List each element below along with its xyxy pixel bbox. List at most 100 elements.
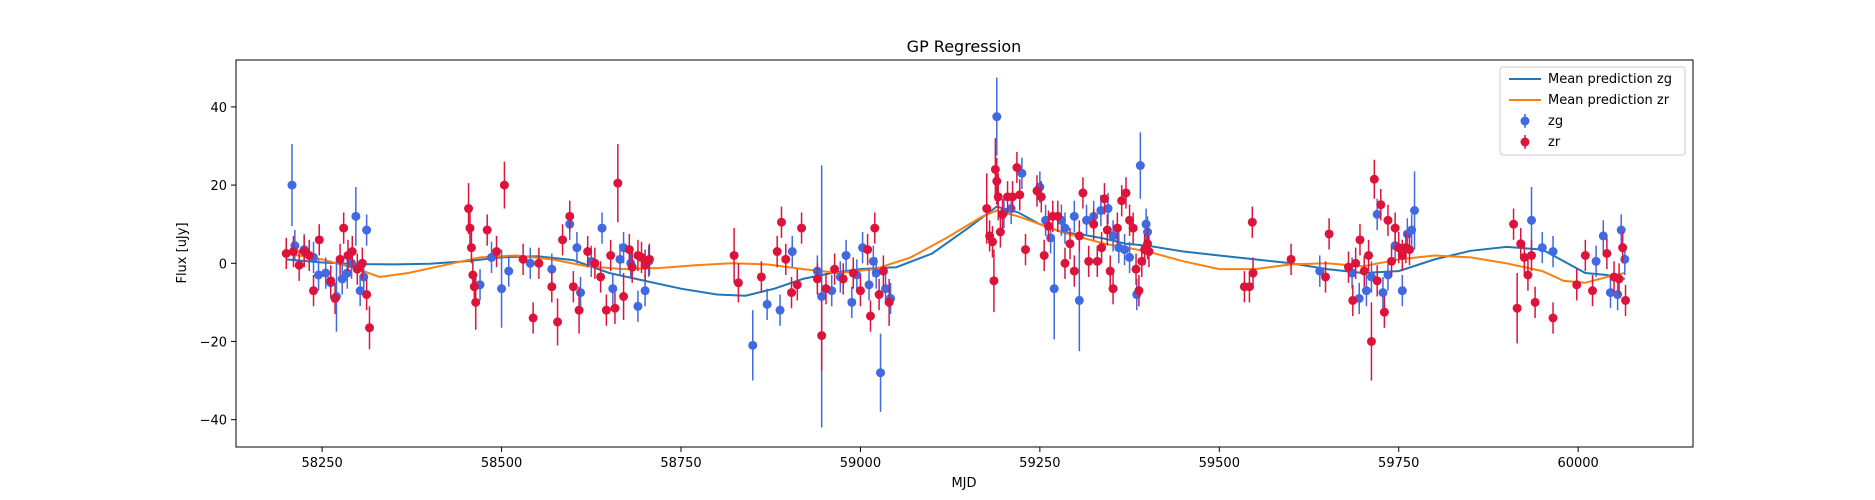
data-point-zr: [987, 237, 997, 247]
data-point-zr: [637, 252, 647, 262]
data-point-zr: [993, 192, 1003, 202]
data-point-zr: [613, 178, 623, 188]
data-point-zr: [1519, 252, 1529, 262]
data-point-zr: [1364, 250, 1374, 260]
data-point-zg: [1074, 295, 1084, 305]
legend-label-zr: zr: [1548, 135, 1561, 150]
data-point-zr: [518, 254, 528, 264]
data-point-zr: [729, 250, 739, 260]
data-point-zr: [1614, 274, 1624, 284]
data-point-zr: [787, 288, 797, 298]
data-point-zr: [1112, 223, 1122, 233]
data-point-zr: [1351, 258, 1361, 268]
data-point-zg: [1315, 266, 1325, 276]
data-point-zg: [1548, 247, 1558, 257]
data-point-zg: [355, 286, 365, 296]
data-point-zg: [1120, 245, 1130, 255]
data-point-zr: [281, 249, 291, 258]
data-point-zg: [576, 288, 586, 298]
data-point-zr: [863, 245, 873, 255]
legend-box: [1499, 66, 1686, 156]
data-point-zr: [1383, 215, 1393, 225]
legend-label-mean-zg: Mean prediction zg: [1548, 72, 1672, 87]
data-point-zr: [1117, 196, 1127, 206]
x-tick-label: 59000: [840, 456, 881, 471]
data-point-zg: [992, 112, 1002, 122]
data-point-zr: [1394, 243, 1404, 253]
data-point-zg: [1082, 215, 1092, 225]
data-point-zr: [812, 274, 822, 284]
data-point-zr: [465, 223, 475, 233]
data-point-zr: [583, 247, 593, 257]
data-point-zr: [619, 292, 629, 301]
data-point-zr: [1379, 307, 1389, 317]
data-point-zr: [528, 313, 538, 323]
data-point-zg: [1135, 161, 1145, 171]
data-point-zr: [304, 250, 314, 260]
data-point-zr: [1089, 219, 1099, 229]
data-point-zr: [848, 268, 858, 278]
data-point-zr: [565, 211, 575, 221]
data-point-zr: [1588, 286, 1598, 296]
data-point-zr: [464, 204, 474, 214]
data-point-zg: [1605, 288, 1615, 298]
axes-frame: [235, 59, 1694, 448]
data-point-zg: [497, 284, 507, 294]
legend-marker-zr: [1520, 137, 1530, 147]
data-point-zr: [1015, 190, 1025, 200]
data-point-zg: [1537, 243, 1547, 253]
data-point-zg: [1620, 254, 1630, 264]
data-point-zr: [982, 204, 992, 214]
data-point-zg: [321, 268, 331, 278]
data-point-zr: [1372, 276, 1382, 286]
data-point-zr: [596, 272, 606, 282]
data-point-zg: [640, 286, 650, 296]
data-point-zr: [1618, 243, 1628, 253]
data-point-zr: [781, 254, 791, 264]
data-point-zr: [1143, 239, 1153, 249]
data-point-zr: [314, 235, 324, 245]
plot-area: [281, 77, 1631, 428]
data-point-zg: [817, 292, 827, 301]
data-point-zr: [1530, 297, 1540, 307]
data-point-zr: [1324, 229, 1334, 239]
data-point-zg: [847, 297, 857, 307]
data-point-zr: [492, 247, 502, 257]
data-point-zr: [1092, 256, 1102, 266]
data-point-zg: [504, 266, 514, 276]
data-point-zr: [1512, 303, 1522, 313]
y-tick-label: −20: [200, 335, 227, 350]
data-point-zr: [471, 297, 481, 307]
data-point-zr: [865, 311, 875, 321]
data-point-zr: [1125, 215, 1135, 225]
x-tick-label: 60000: [1557, 456, 1598, 471]
data-point-zr: [606, 250, 616, 260]
data-point-zr: [568, 282, 578, 292]
data-point-zg: [1613, 290, 1623, 300]
data-point-zg: [1410, 206, 1420, 215]
data-point-zr: [1572, 280, 1582, 290]
data-point-zg: [1383, 270, 1393, 280]
data-point-zr: [870, 223, 880, 233]
data-point-zr: [466, 243, 476, 253]
data-point-zg: [337, 274, 347, 284]
data-point-zg: [487, 252, 497, 262]
data-point-zg: [871, 268, 881, 278]
data-point-zg: [762, 299, 772, 309]
data-point-zr: [1108, 284, 1118, 294]
data-point-zg: [362, 225, 372, 235]
data-point-zg: [608, 284, 618, 294]
data-point-zr: [1036, 192, 1046, 202]
data-point-zg: [864, 280, 874, 290]
data-point-zr: [1128, 223, 1138, 233]
data-point-zr: [558, 235, 568, 245]
data-point-zg: [1049, 284, 1059, 294]
x-tick-label: 58750: [660, 456, 701, 471]
data-point-zr: [1131, 264, 1141, 274]
data-point-zr: [534, 258, 544, 268]
data-point-zr: [482, 225, 492, 235]
data-point-zr: [1548, 313, 1558, 323]
data-point-zg: [342, 268, 352, 278]
chart-title: GP Regression: [907, 37, 1022, 56]
